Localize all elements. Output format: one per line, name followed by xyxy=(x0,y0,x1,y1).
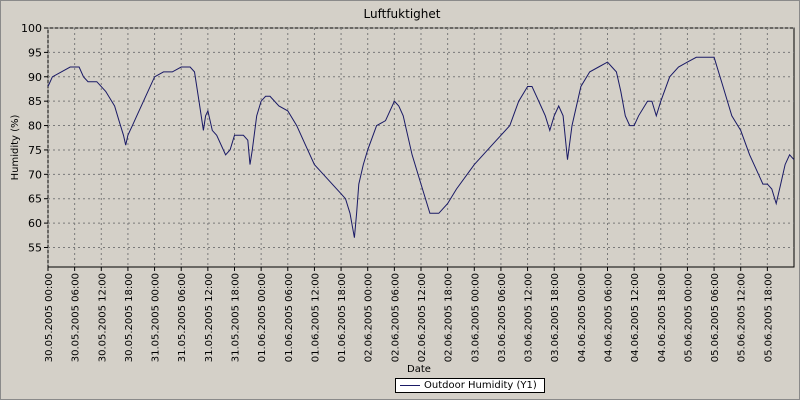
x-tick-label: 01.06.2005 06:00 xyxy=(284,273,295,362)
series-layer xyxy=(47,56,795,238)
y-tick-label: 75 xyxy=(28,144,42,157)
y-tick-label: 70 xyxy=(28,168,42,181)
x-tick-label: 31.05.2005 06:00 xyxy=(177,273,188,362)
legend-label: Outdoor Humidity (Y1) xyxy=(424,380,537,391)
x-tick-label: 03.06.2005 18:00 xyxy=(550,273,561,362)
y-axis-label: Humidity (%) xyxy=(10,114,21,180)
y-tick-label: 100 xyxy=(21,22,42,35)
x-tick-label: 04.06.2005 12:00 xyxy=(630,273,641,362)
y-axis-ticks: 55 60 65 70 75 80 85 90 95 100 xyxy=(21,22,48,254)
x-tick-label: 01.06.2005 00:00 xyxy=(257,273,268,362)
x-tick-label: 30.05.2005 06:00 xyxy=(71,273,82,362)
x-tick-label: 03.06.2005 12:00 xyxy=(524,273,535,362)
y-tick-label: 85 xyxy=(28,95,42,108)
chart-title: Luftfuktighet xyxy=(364,7,441,21)
x-tick-label: 01.06.2005 12:00 xyxy=(310,273,321,362)
y-tick-label: 80 xyxy=(28,120,42,133)
x-tick-label: 05.06.2005 06:00 xyxy=(710,273,721,362)
x-tick-label: 31.05.2005 18:00 xyxy=(231,273,242,362)
x-tick-label: 04.06.2005 00:00 xyxy=(577,273,588,362)
x-tick-label: 30.05.2005 12:00 xyxy=(97,273,108,362)
x-tick-label: 02.06.2005 06:00 xyxy=(390,273,401,362)
x-tick-label: 04.06.2005 06:00 xyxy=(604,273,615,362)
x-tick-label: 31.05.2005 00:00 xyxy=(151,273,162,362)
y-tick-label: 65 xyxy=(28,193,42,206)
x-tick-label: 01.06.2005 18:00 xyxy=(337,273,348,362)
x-tick-label: 30.05.2005 18:00 xyxy=(124,273,135,362)
y-tick-label: 55 xyxy=(28,241,42,254)
x-tick-label: 02.06.2005 12:00 xyxy=(417,273,428,362)
series-line-outdoor-humidity xyxy=(47,56,795,238)
x-tick-label: 05.06.2005 00:00 xyxy=(683,273,694,362)
y-tick-label: 60 xyxy=(28,217,42,230)
x-tick-label: 05.06.2005 18:00 xyxy=(763,273,774,362)
x-tick-label: 31.05.2005 12:00 xyxy=(204,273,215,362)
x-tick-label: 03.06.2005 06:00 xyxy=(497,273,508,362)
legend-swatch xyxy=(400,385,420,386)
legend: Outdoor Humidity (Y1) xyxy=(395,378,545,393)
x-tick-label: 04.06.2005 18:00 xyxy=(657,273,668,362)
y-tick-label: 95 xyxy=(28,46,42,59)
x-tick-label: 02.06.2005 00:00 xyxy=(364,273,375,362)
x-axis-label: Date xyxy=(407,364,431,375)
x-tick-label: 30.05.2005 00:00 xyxy=(44,273,55,362)
y-tick-label: 90 xyxy=(28,71,42,84)
x-tick-label: 03.06.2005 00:00 xyxy=(470,273,481,362)
x-axis-ticks: 30.05.2005 00:00 30.05.2005 06:00 30.05.20… xyxy=(44,267,774,362)
x-tick-label: 02.06.2005 18:00 xyxy=(444,273,455,362)
x-tick-label: 05.06.2005 12:00 xyxy=(737,273,748,362)
